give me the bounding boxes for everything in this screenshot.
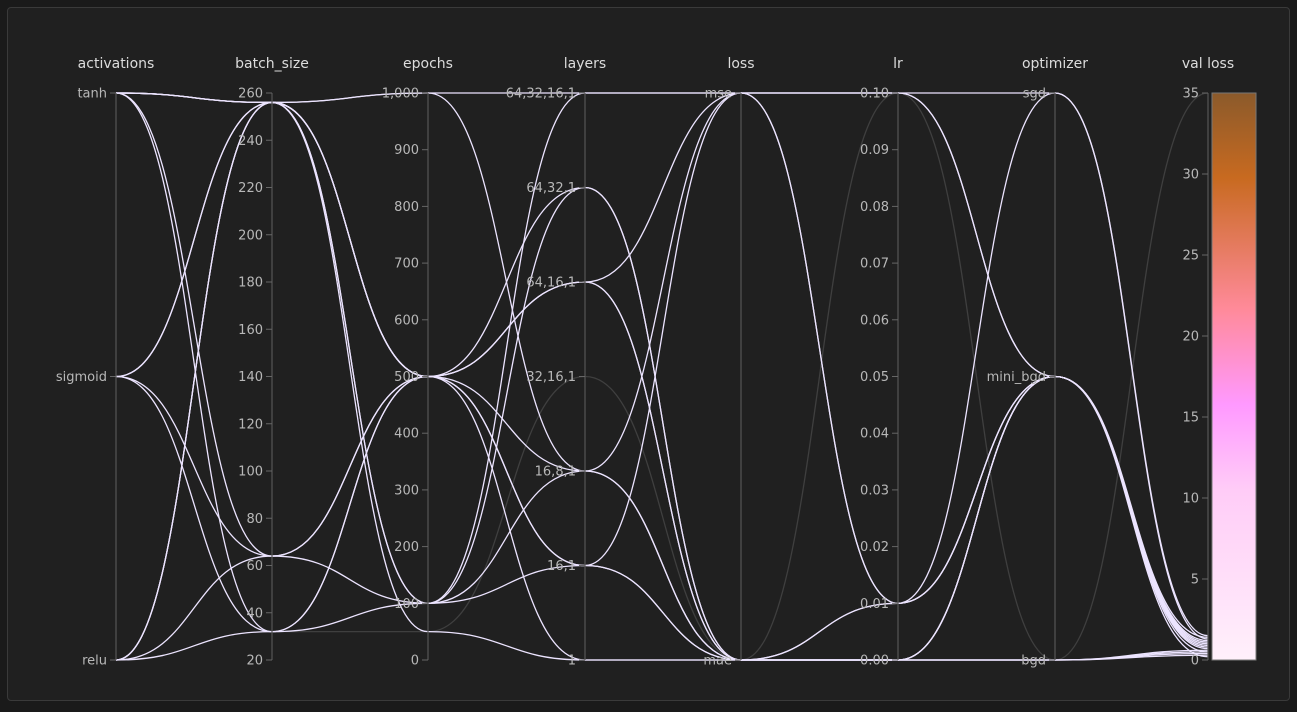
tick-label: 240 [238,134,263,149]
tick-label: 220 [238,181,263,196]
tick-label: 400 [394,427,419,442]
tick-label: 0 [411,654,419,669]
tick-label: 800 [394,200,419,215]
axis-val-loss[interactable]: val loss 0 5 10 15 20 25 30 35 [1182,56,1257,669]
tick-label: 0.06 [860,313,889,328]
tick-label: 25 [1182,249,1199,264]
tick-label: 0.08 [860,200,889,215]
tick-label: 180 [238,276,263,291]
tick-label: 64,32,16,1 [506,87,576,102]
tick-label: 60 [246,559,263,574]
tick-label: 0.09 [860,143,889,158]
axis-optimizer[interactable]: optimizer bgd mini_bgd sgd [987,56,1089,669]
tick-label: mse [705,87,732,102]
run-line-4[interactable] [115,92,1209,637]
run-line-dim-0[interactable] [115,92,1209,661]
tick-label: 0.04 [860,427,889,442]
axis-title: loss [727,56,754,72]
tick-label: 0.01 [860,597,889,612]
tick-label: 300 [394,483,419,498]
tick-label: 64,32,1 [526,181,576,196]
tick-label: 0.03 [860,483,889,498]
tick-label: sigmoid [56,370,107,385]
tick-label: 20 [1182,330,1199,345]
run-line-14[interactable] [115,92,1209,640]
run-line-12[interactable] [115,281,1209,661]
tick-label: relu [82,654,107,669]
tick-label: 0.05 [860,370,889,385]
tick-label: 260 [238,87,263,102]
parallel-coordinates-chart[interactable]: activations relu sigmoid tanh batch_size 20 40… [8,8,1289,700]
tick-label: 900 [394,143,419,158]
tick-label: 0.00 [860,654,889,669]
tick-label: 20 [246,654,263,669]
tick-label: 0 [1191,654,1199,669]
tick-label: 5 [1191,573,1199,588]
axis-batch-size[interactable]: batch_size 20 40 60 80 100 120 140 160 180 200 220 2… [235,56,309,669]
colorbar [1211,92,1257,661]
axis-title: activations [78,56,155,72]
tick-label: 35 [1182,87,1199,102]
tick-label: 1 [568,654,576,669]
tick-label: 200 [394,540,419,555]
tick-label: 600 [394,313,419,328]
tick-label: 32,16,1 [526,370,576,385]
axis-epochs[interactable]: epochs 0 100 200 300 400 500 600 700 800 900 1,000 [382,56,453,669]
axis-layers[interactable]: layers 1 16,1 16,8,1 32,16,1 64,16,1 64,32,1 64… [506,56,607,669]
axis-title: val loss [1182,56,1234,72]
tick-label: mini_bgd [987,370,1046,385]
tick-label: 10 [1182,492,1199,507]
tick-label: 500 [394,370,419,385]
tick-label: 64,16,1 [526,276,576,291]
axis-activations[interactable]: activations relu sigmoid tanh [56,56,154,669]
axis-title: epochs [403,56,453,72]
axis-title: optimizer [1022,56,1088,72]
tick-label: 140 [238,370,263,385]
tick-label: sgd [1023,87,1046,102]
tick-label: 160 [238,323,263,338]
tick-label: 0.07 [860,257,889,272]
axis-title: lr [893,56,903,72]
axis-loss[interactable]: loss mae mse [703,56,754,669]
tick-label: 80 [246,512,263,527]
tick-label: 16,8,1 [535,465,576,480]
tick-label: 200 [238,228,263,243]
axis-lr[interactable]: lr 0.00 0.01 0.02 0.03 0.04 0.05 0.06 0.07 0.08 0.… [860,56,903,669]
tick-label: 700 [394,257,419,272]
tick-label: 40 [246,606,263,621]
tick-label: 100 [238,465,263,480]
tick-label: 15 [1182,411,1199,426]
tick-label: 1,000 [382,87,419,102]
axis-title: layers [564,56,606,72]
tick-label: 16,1 [547,559,576,574]
tick-label: mae [703,654,732,669]
tick-label: 0.10 [860,87,889,102]
axis-title: batch_size [235,56,309,72]
tick-label: bgd [1021,654,1046,669]
tick-label: 0.02 [860,540,889,555]
tick-label: 100 [394,597,419,612]
chart-panel: activations relu sigmoid tanh batch_size 20 40… [7,7,1290,701]
tick-label: 30 [1182,168,1199,183]
tick-label: tanh [77,87,107,102]
tick-label: 120 [238,417,263,432]
axes: activations relu sigmoid tanh batch_size 20 40… [56,56,1257,669]
